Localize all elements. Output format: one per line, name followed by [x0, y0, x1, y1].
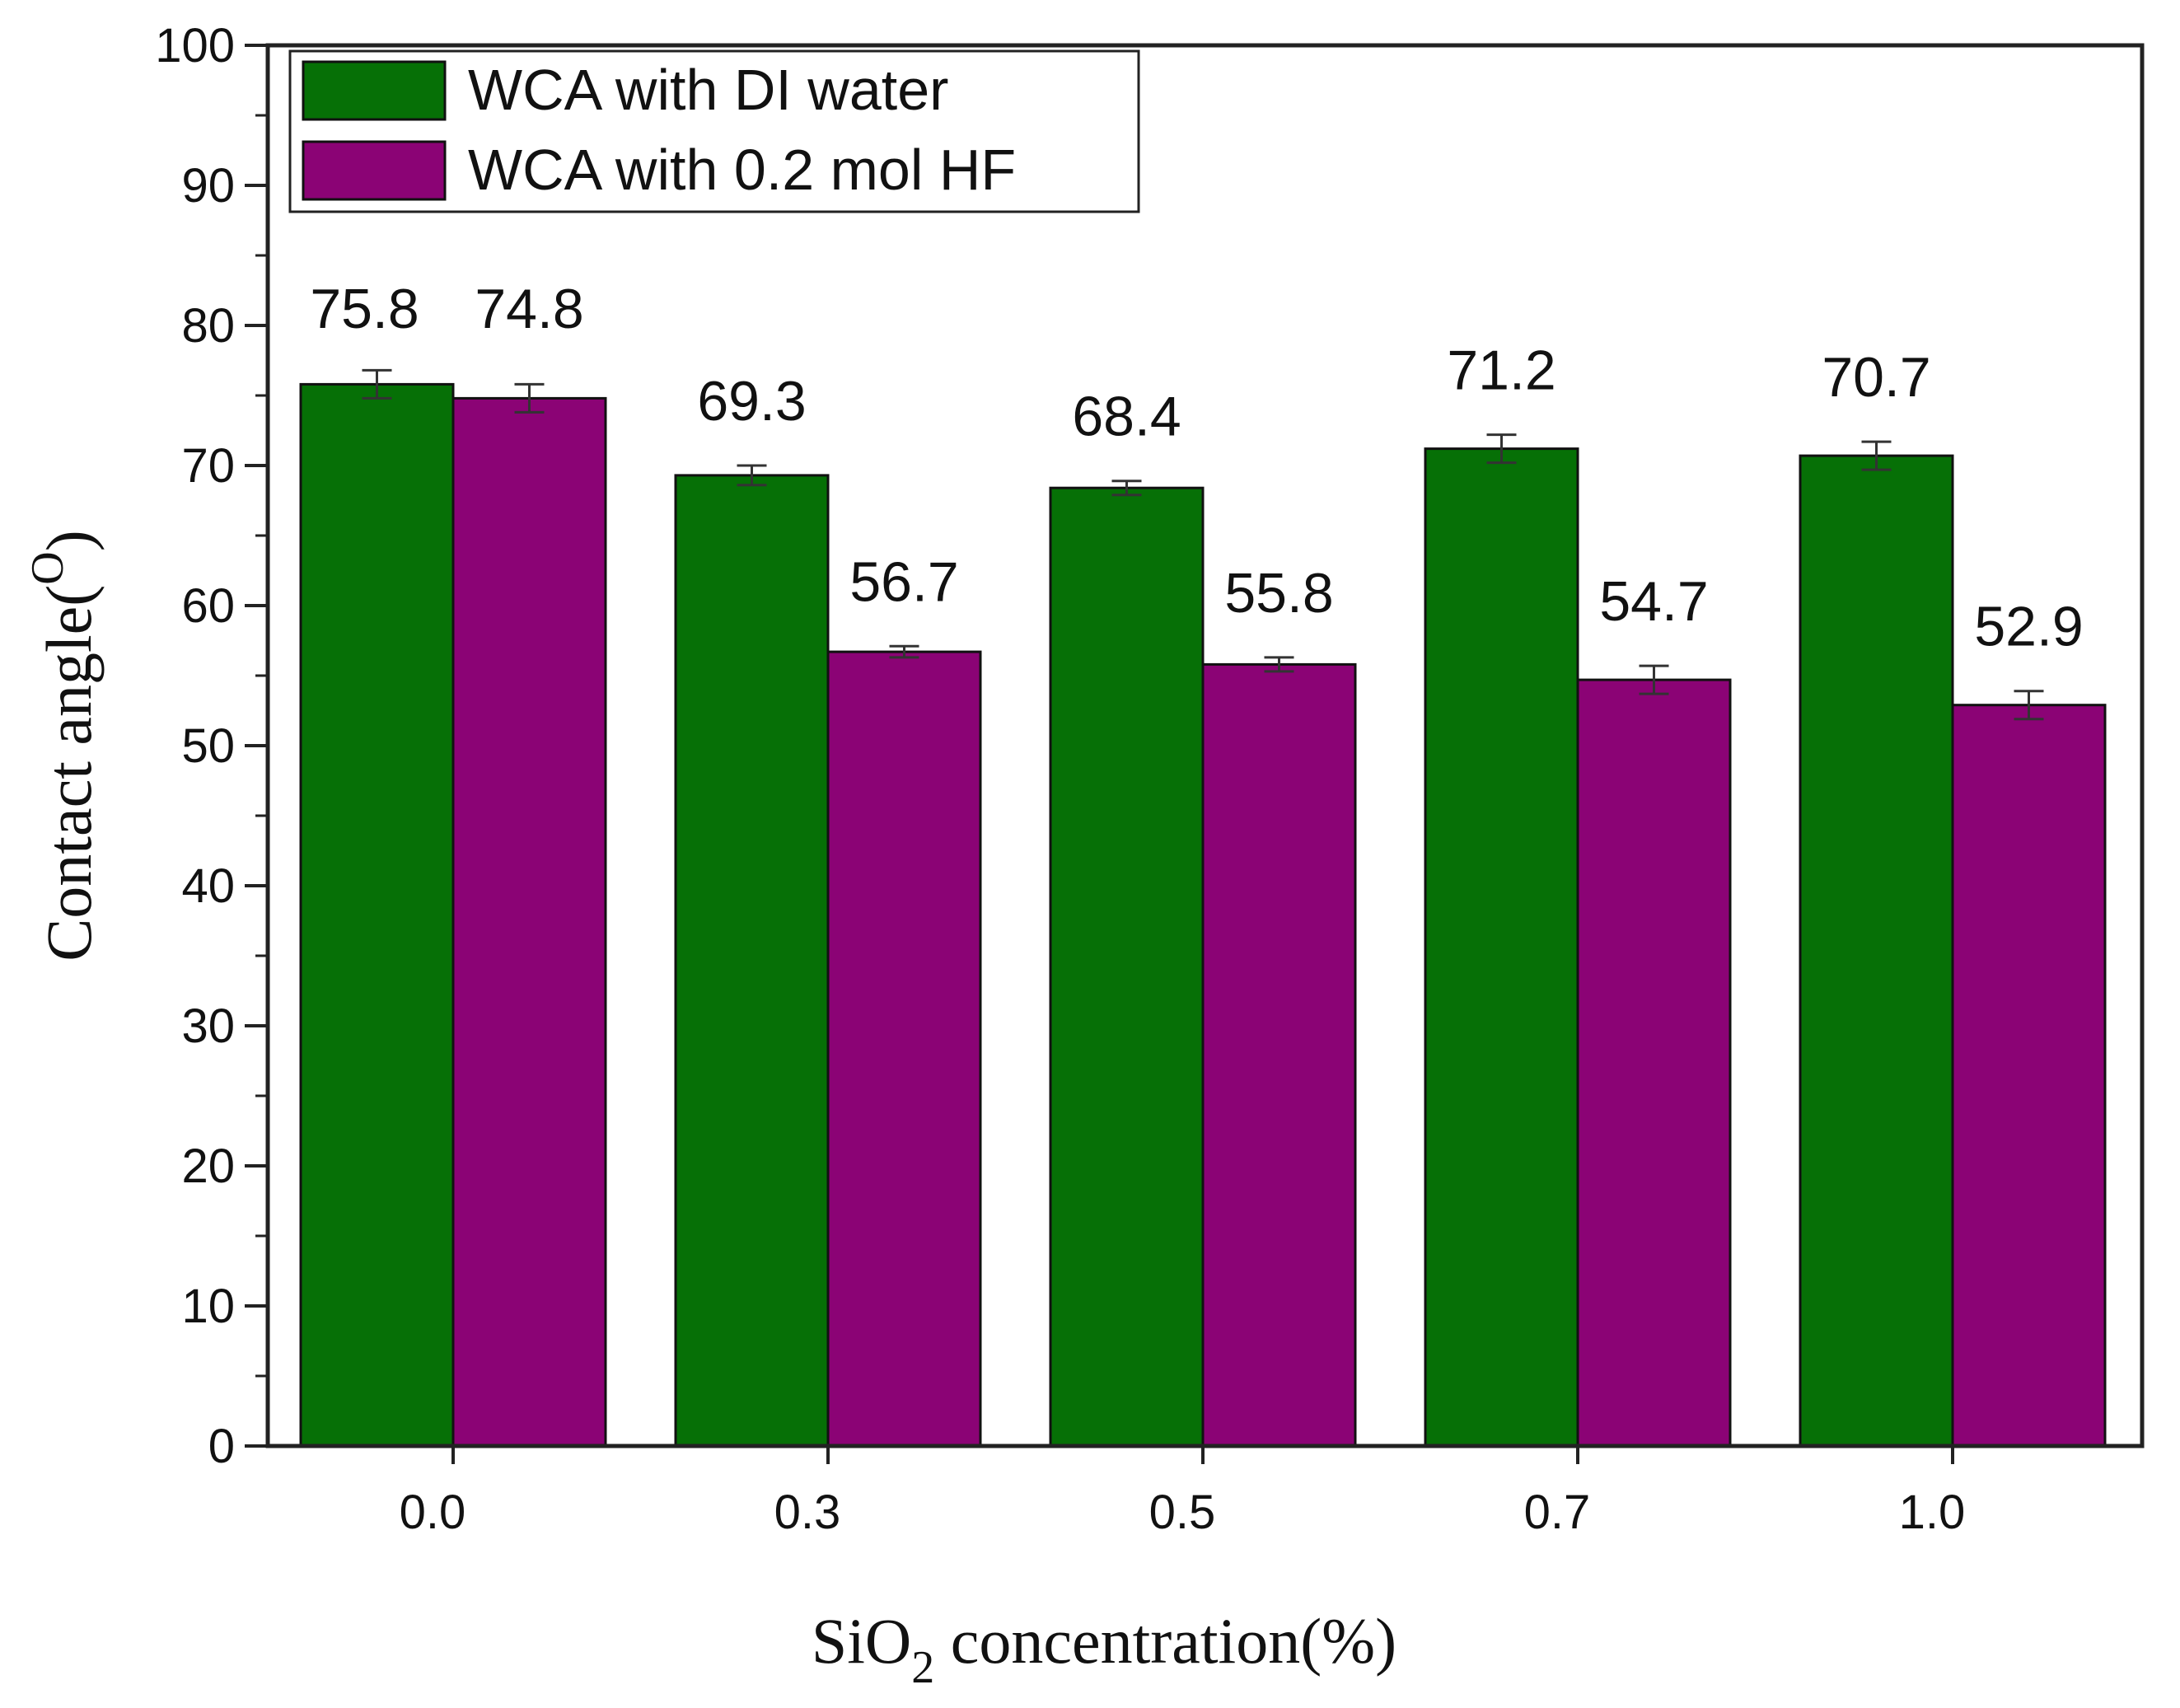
bar-series1-0.7	[1576, 678, 1732, 1448]
legend-label-hf: WCA with 0.2 mol HF	[468, 138, 1016, 202]
x-axis-title: SiO2 concentration(%)	[812, 1605, 1396, 1693]
x-tick-label-0.3: 0.3	[774, 1486, 841, 1539]
y-tick-label-60: 60	[181, 579, 235, 633]
error-bars	[362, 368, 2044, 721]
legend-swatch-hf	[302, 140, 447, 201]
plot-frame	[265, 43, 2145, 1448]
data-label-series1-0.7: 54.7	[1599, 570, 1708, 633]
y-tick-label-70: 70	[181, 439, 235, 493]
x-tick-label-0.7: 0.7	[1524, 1486, 1591, 1539]
legend-label-di-water: WCA with DI water	[468, 58, 948, 122]
data-label-series1-1.0: 52.9	[1974, 596, 2083, 658]
bars	[299, 382, 2107, 1448]
x-axis-title-post: concentration(%)	[934, 1605, 1396, 1677]
y-axis-title-end: )	[33, 530, 105, 551]
y-axis-title-main: Contact angle(	[33, 585, 105, 962]
y-tick-label-20: 20	[181, 1139, 235, 1193]
y-tick-label-30: 30	[181, 999, 235, 1053]
y-tick-label-10: 10	[181, 1280, 235, 1333]
x-tick-label-0.0: 0.0	[400, 1486, 466, 1539]
data-label-series1-0.0: 74.8	[475, 278, 583, 340]
y-tick-label-40: 40	[181, 859, 235, 913]
bar-series1-0.3	[826, 650, 982, 1448]
y-axis-title-sup: O	[22, 551, 73, 584]
bar-series1-1.0	[1951, 704, 2107, 1448]
bar-series1-0.5	[1201, 662, 1357, 1448]
bar-series0-1.0	[1799, 454, 1954, 1448]
legend-swatch-di-water	[302, 60, 447, 121]
y-tick-label-90: 90	[181, 159, 235, 213]
y-tick-label-80: 80	[181, 299, 235, 353]
y-tick-label-100: 100	[155, 19, 235, 73]
data-label-series1-0.3: 56.7	[849, 550, 958, 613]
y-tick-label-0: 0	[208, 1420, 235, 1473]
bar-series1-0.0	[451, 396, 607, 1448]
bar-series0-0.5	[1049, 486, 1205, 1448]
x-tick-label-1.0: 1.0	[1899, 1486, 1966, 1539]
x-ticks: 0.0 0.3 0.5 0.7 1.0	[400, 1446, 1966, 1539]
bar-series0-0.0	[299, 382, 455, 1448]
y-axis-title: Contact angle(O)	[22, 530, 105, 961]
data-label-series0-0.7: 71.2	[1447, 339, 1555, 402]
bar-series0-0.7	[1424, 447, 1579, 1448]
y-tick-label-50: 50	[181, 719, 235, 773]
bar-series0-0.3	[674, 474, 830, 1448]
legend: WCA with DI water WCA with 0.2 mol HF	[288, 49, 1140, 213]
data-label-series0-0.5: 68.4	[1072, 386, 1181, 448]
data-label-series1-0.5: 55.8	[1224, 562, 1333, 625]
x-axis-title-pre: SiO	[812, 1605, 911, 1677]
data-label-series0-0.3: 69.3	[697, 370, 806, 433]
x-axis-title-sub: 2	[911, 1642, 934, 1693]
data-labels: 75.8 74.8 69.3 56.7 68.4 55.8 71.2 54.7 70.7 52.9	[310, 278, 2083, 658]
data-label-series0-1.0: 70.7	[1822, 346, 1930, 409]
y-ticks: 0 10 20 30 40 50 60 70 80 90 100	[155, 19, 268, 1473]
x-tick-label-0.5: 0.5	[1149, 1486, 1216, 1539]
data-label-series0-0.0: 75.8	[310, 278, 419, 340]
